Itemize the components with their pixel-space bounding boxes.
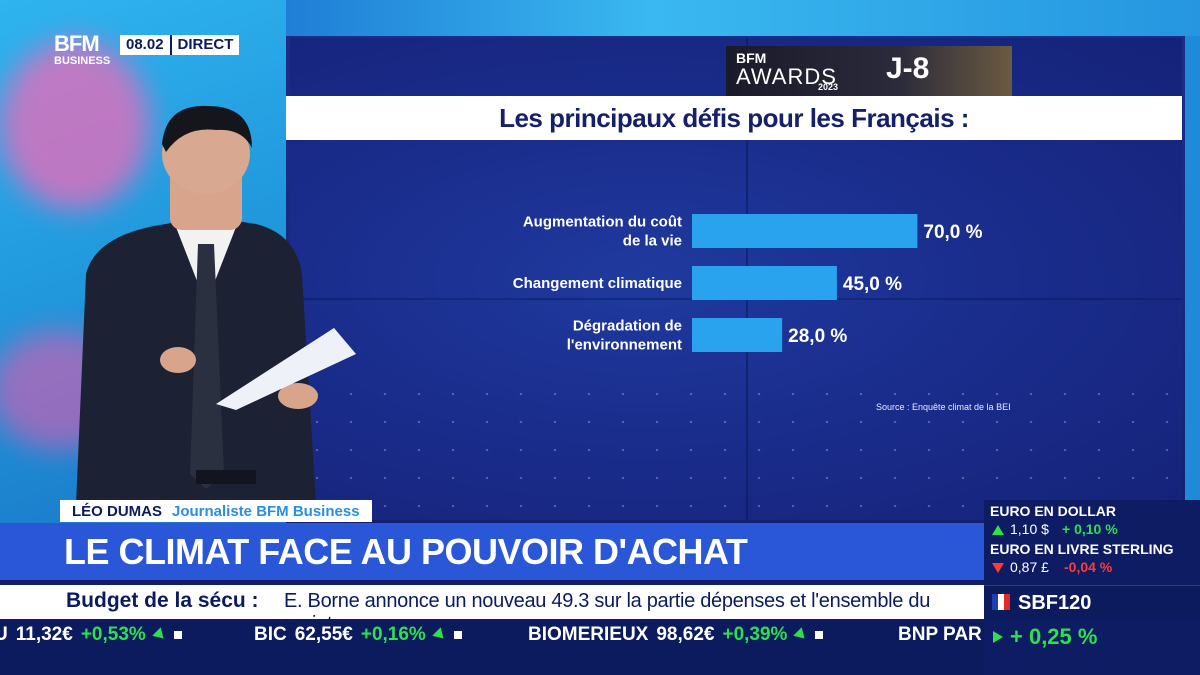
channel-logo: BFM BUSINESS xyxy=(54,31,118,74)
value-label: 70,0 % xyxy=(923,222,982,243)
headline-text: LE CLIMAT FACE AU POUVOIR D'ACHAT xyxy=(64,531,748,572)
ticker-item: U 11,32€ +0,53% xyxy=(0,624,182,646)
ticker-stock-name: BNP PAR xyxy=(898,624,982,645)
ticker-item: BIC 62,55€ +0,16% xyxy=(254,624,462,646)
awards-countdown: J-8 xyxy=(886,52,930,85)
ticker-stock-change: +0,39% xyxy=(722,624,788,645)
ticker-stock-change: +0,53% xyxy=(80,624,146,645)
ticker-separator-icon xyxy=(815,631,824,639)
stock-ticker: U 11,32€ +0,53% BIC 62,55€ +0,16% BIOMER… xyxy=(0,622,984,675)
presenter-role: Journaliste BFM Business xyxy=(172,502,360,520)
ticker-stock-price: 62,55€ xyxy=(294,624,353,645)
logo-top-text: BFM xyxy=(54,31,100,56)
headline-bar: LE CLIMAT FACE AU POUVOIR D'ACHAT xyxy=(0,523,984,580)
up-arrow-icon xyxy=(432,627,448,643)
awards-badge: BFM AWARDS 2023 J-8 xyxy=(726,46,1012,96)
bar-chart: Augmentation du coût de la vie 70,0 % Chang… xyxy=(513,214,983,354)
category-label: de la vie xyxy=(623,233,682,250)
currency-pair-value: 1,10 $ xyxy=(1010,521,1049,537)
chart-title: Les principaux défis pour les Français : xyxy=(286,96,1182,140)
awards-brand: BFM xyxy=(736,50,767,66)
presenter-name-bar: LÉO DUMAS Journaliste BFM Business xyxy=(60,500,372,522)
currency-pair-title: EURO EN DOLLAR xyxy=(990,503,1116,519)
ticker-stock-price: 11,32€ xyxy=(15,624,73,645)
ticker-item: BIOMERIEUX 98,62€ +0,39% xyxy=(528,624,824,646)
currency-pair-title: EURO EN LIVRE STERLING xyxy=(990,541,1174,557)
down-arrow-icon xyxy=(992,563,1004,573)
studio-wall-right xyxy=(1185,36,1200,501)
ticker-stock-change: +0,16% xyxy=(360,624,426,645)
awards-year: 2023 xyxy=(818,82,839,92)
currency-pair-value: 0,87 £ xyxy=(1010,559,1049,575)
ticker-stock-name: BIOMERIEUX xyxy=(528,624,649,645)
ticker-stock-name: U xyxy=(0,624,8,645)
clock-box: 08.02 DIRECT xyxy=(120,35,240,55)
news-label: Budget de la sécu : xyxy=(66,589,259,612)
up-arrow-icon xyxy=(793,627,810,643)
studio-wall-top xyxy=(286,0,1200,36)
decor-blob xyxy=(0,40,150,210)
screen-dots xyxy=(300,380,1180,520)
awards-name: AWARDS xyxy=(736,64,837,89)
market-panel: EURO EN DOLLAR 1,10 $ + 0,10 % EURO EN L… xyxy=(984,500,1200,675)
chart-bar xyxy=(692,266,837,300)
france-flag-icon xyxy=(992,594,1010,610)
clock-time: 08.02 xyxy=(120,35,170,55)
news-strip: Budget de la sécu : E. Borne annonce un … xyxy=(0,585,984,635)
category-label: Augmentation du coût xyxy=(523,214,682,231)
category-label: Dégradation de xyxy=(573,318,682,335)
presenter-name: LÉO DUMAS xyxy=(72,502,162,520)
category-label: Changement climatique xyxy=(513,275,682,292)
presenter-figure xyxy=(76,105,356,504)
category-label: l'environnement xyxy=(567,337,682,354)
ticker-item: BNP PAR xyxy=(898,624,982,646)
index-change: + 0,25 % xyxy=(1010,624,1098,649)
up-arrow-icon xyxy=(152,627,168,643)
value-label: 28,0 % xyxy=(788,326,847,347)
logo-bottom-text: BUSINESS xyxy=(54,55,111,67)
index-name: SBF120 xyxy=(1018,592,1092,614)
ticker-stock-name: BIC xyxy=(254,624,287,645)
chart-bar xyxy=(692,214,918,248)
live-badge: DIRECT xyxy=(169,35,240,55)
currency-pair-change: -0,04 % xyxy=(1064,559,1113,575)
up-arrow-icon xyxy=(993,631,1003,643)
chart-bar xyxy=(692,318,783,352)
value-label: 45,0 % xyxy=(843,274,902,295)
ticker-separator-icon xyxy=(173,631,182,639)
up-arrow-icon xyxy=(992,525,1004,535)
chart-source: Source : Enquête climat de la BEI xyxy=(876,402,1011,412)
ticker-stock-price: 98,62€ xyxy=(656,624,715,645)
ticker-separator-icon xyxy=(453,631,462,639)
currency-pair-change: + 0,10 % xyxy=(1062,521,1118,537)
index-row: SBF120 xyxy=(984,585,1200,619)
